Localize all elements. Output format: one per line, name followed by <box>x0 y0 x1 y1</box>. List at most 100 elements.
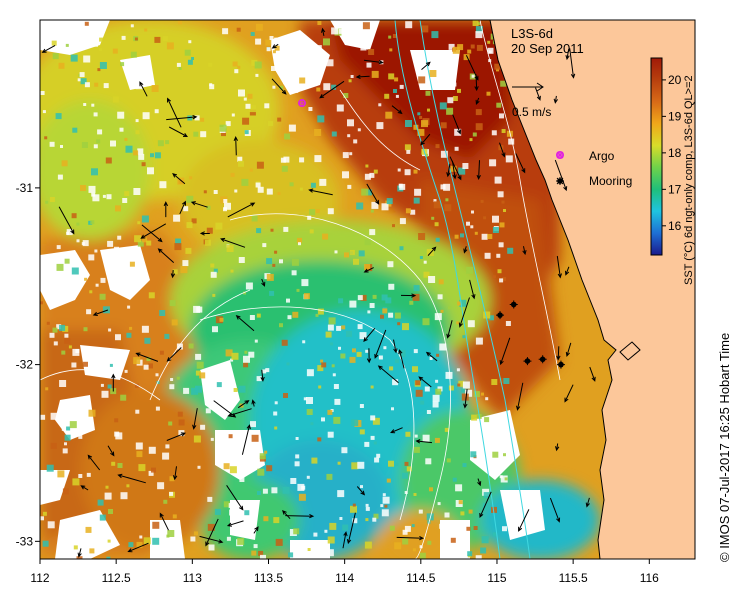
colorbar-label: SST (°C) 6d ngt-only comp, L3S-6d QL>=2 <box>683 75 695 285</box>
current-arrow <box>518 509 530 532</box>
current-arrow <box>167 97 182 128</box>
current-arrow <box>261 278 266 287</box>
x-tick-label: 114 <box>335 571 354 585</box>
current-arrow <box>377 365 399 384</box>
colorbar: 16 17 18 19 20 SST (°C) 6d ngt-only comp, L3… <box>650 57 695 285</box>
current-arrow <box>564 384 574 403</box>
current-arrow <box>400 293 417 298</box>
current-arrow <box>565 266 570 276</box>
current-arrow <box>199 231 210 236</box>
current-arrow <box>499 142 506 158</box>
argo-legend-label: Argo <box>589 149 615 163</box>
argo-marker-icon <box>555 151 564 160</box>
current-arrow <box>220 237 246 248</box>
current-arrow <box>190 201 208 208</box>
y-axis: -31 -32 -33 <box>16 181 40 548</box>
current-arrow <box>427 246 437 256</box>
current-arrow <box>449 156 462 181</box>
current-arrow <box>516 382 524 411</box>
current-arrow <box>355 74 370 79</box>
current-arrow <box>166 347 182 362</box>
current-arrow <box>127 542 149 553</box>
current-arrow <box>170 270 176 279</box>
current-arrow <box>556 346 561 361</box>
current-arrow <box>585 497 590 508</box>
current-arrow <box>241 424 251 455</box>
current-arrow <box>141 224 163 243</box>
current-arrow <box>172 173 186 185</box>
current-arrow <box>285 513 315 519</box>
current-arrow <box>374 329 387 359</box>
argo-float-marker <box>297 99 306 108</box>
mooring-marker <box>556 360 565 369</box>
current-arrow <box>117 473 146 484</box>
current-arrow <box>366 183 380 205</box>
current-arrow <box>446 320 453 339</box>
current-arrow <box>319 80 345 99</box>
current-arrow <box>555 443 560 452</box>
current-arrow <box>308 188 333 196</box>
bathymetry-contours <box>40 20 561 559</box>
current-arrow <box>499 337 511 366</box>
credit-text: © IMOS 07-Jul-2017 16:25 Hobart Time <box>717 333 732 562</box>
colorbar-scale <box>650 57 663 256</box>
current-arrow <box>463 389 468 409</box>
current-arrow <box>446 163 451 178</box>
current-arrow <box>168 126 188 138</box>
mooring-marker <box>496 311 505 320</box>
current-arrow <box>226 520 244 527</box>
colorbar-ticks: 16 17 18 19 20 <box>662 73 682 233</box>
mooring-marker <box>538 355 547 364</box>
current-arrow <box>553 95 559 104</box>
current-arrow <box>111 373 116 392</box>
current-arrow <box>346 512 356 545</box>
current-arrow <box>390 427 403 434</box>
current-arrow <box>199 535 224 544</box>
current-arrow <box>363 59 384 65</box>
current-arrow <box>77 548 82 558</box>
y-tick-label: -33 <box>16 534 34 548</box>
current-vectors <box>41 27 596 558</box>
land-mass <box>489 20 695 559</box>
current-arrow <box>477 478 482 487</box>
current-arrow <box>87 454 101 471</box>
current-arrow <box>227 408 252 417</box>
current-arrow <box>80 485 89 491</box>
marker-legend: Argo Mooring <box>555 149 632 188</box>
current-arrow <box>321 27 326 36</box>
x-tick-label: 115.5 <box>559 571 588 585</box>
map-markers <box>297 99 565 369</box>
current-arrow <box>569 48 576 79</box>
product-title: L3S-6d <box>511 26 553 41</box>
current-arrow <box>522 246 527 256</box>
current-arrow <box>515 153 526 174</box>
current-arrow <box>565 48 570 61</box>
mooring-marker-icon <box>556 177 564 185</box>
current-arrow <box>463 246 468 254</box>
x-tick-label: 113 <box>183 571 202 585</box>
x-tick-label: 114.5 <box>406 571 435 585</box>
pixel-speckles <box>40 20 515 559</box>
current-arrow <box>233 135 239 156</box>
x-tick-label: 116 <box>640 571 659 585</box>
current-arrow <box>157 248 175 263</box>
current-arrow <box>192 408 198 430</box>
date-label: 20 Sep 2011 <box>511 41 584 56</box>
colorbar-tick-label: 18 <box>668 146 682 160</box>
current-arrow <box>260 369 265 382</box>
current-arrow <box>469 279 476 300</box>
current-arrow <box>458 297 470 328</box>
current-arrow <box>237 400 250 409</box>
current-arrow <box>366 348 372 364</box>
current-arrow <box>226 485 244 511</box>
current-arrow <box>205 518 219 547</box>
estuary-outline <box>619 341 641 361</box>
current-arrow <box>58 206 75 235</box>
current-arrow <box>140 223 167 239</box>
current-arrow <box>179 200 186 215</box>
current-arrow <box>251 399 256 407</box>
mooring-marker <box>523 357 532 366</box>
current-arrow <box>421 61 431 70</box>
current-arrow <box>476 160 481 180</box>
current-arrow <box>166 115 198 121</box>
